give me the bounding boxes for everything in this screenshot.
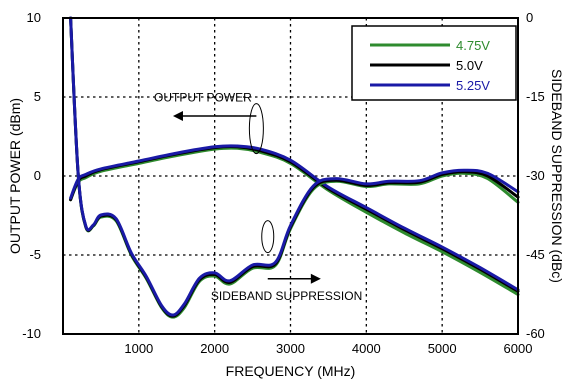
sideband-suppression-annotation: SIDEBAND SUPPRESSION: [211, 289, 362, 303]
y-right-tick-label: 0: [526, 10, 533, 25]
series-line-5_25V-output-power: [69, 144, 520, 292]
output-power-marker-ellipse: [248, 103, 264, 155]
y-left-tick-label: -10: [22, 326, 41, 341]
y-right-tick-label: -15: [526, 89, 545, 104]
x-tick-label: 6000: [504, 341, 533, 356]
annotations: OUTPUT POWER SIDEBAND SUPPRESSION: [154, 91, 362, 303]
y-right-tick-label: -30: [526, 168, 545, 183]
x-tick-label: 4000: [352, 341, 381, 356]
x-tick-label: 1000: [124, 341, 153, 356]
tick-labels: 1000 2000 3000 4000 5000 6000 -10 -5 0 5 10 -60 -45 -…: [22, 10, 545, 356]
x-tick-label: 3000: [276, 341, 305, 356]
legend-label: 5.0V: [456, 58, 483, 73]
y-axis-right-label: SIDEBAND SUPPRESSION (dBc): [549, 69, 565, 283]
y-left-tick-label: 5: [34, 89, 41, 104]
output-power-arrow-head: [172, 110, 183, 121]
plot-frame: [62, 17, 519, 335]
sideband-suppression-marker-ellipse: [261, 220, 275, 254]
y-left-tick-label: 10: [27, 10, 41, 25]
legend-box: [351, 25, 517, 101]
legend-label: 5.25V: [456, 78, 490, 93]
series-layer: [69, 16, 520, 319]
legend: 4.75V 5.0V 5.25V: [351, 25, 517, 101]
x-tick-label: 5000: [428, 341, 457, 356]
y-left-tick-label: 0: [34, 168, 41, 183]
y-axis-left-label: OUTPUT POWER (dBm): [7, 98, 23, 254]
y-left-tick-label: -5: [29, 247, 41, 262]
y-right-tick-label: -60: [526, 326, 545, 341]
legend-label: 4.75V: [456, 38, 490, 53]
sideband-suppression-arrow-head: [310, 273, 321, 284]
series-line-5_25V-sideband-suppression: [69, 16, 520, 317]
output-power-annotation: OUTPUT POWER: [154, 91, 252, 105]
x-axis-label: FREQUENCY (MHz): [226, 363, 356, 379]
x-tick-label: 2000: [200, 341, 229, 356]
y-right-tick-label: -45: [526, 247, 545, 262]
